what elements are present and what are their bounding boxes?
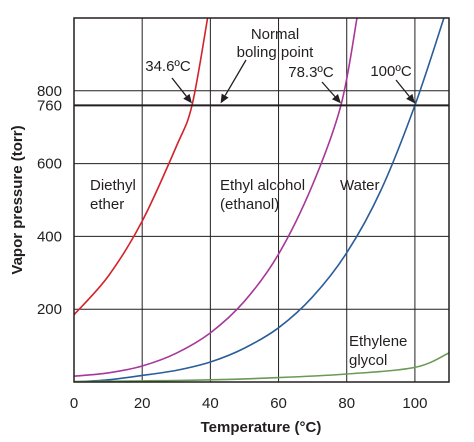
x-axis-title: Temperature (°C) bbox=[201, 419, 322, 436]
x-tick-label-100: 100 bbox=[402, 395, 427, 412]
y-tick-label-400: 400 bbox=[37, 228, 62, 245]
ann-ether-arrow-shaft bbox=[171, 77, 187, 97]
x-tick-label-80: 80 bbox=[338, 395, 355, 412]
ann-water-arrow-head bbox=[406, 93, 415, 104]
ann-ethanol-arrow-head bbox=[331, 93, 341, 104]
ann-normal-arrow-shaft bbox=[224, 59, 247, 96]
y-axis-title: Vapor pressure (torr) bbox=[9, 125, 26, 274]
x-tick-labels: 0 20 40 60 80 100 bbox=[70, 395, 428, 412]
series-line-ethyl-alcohol-ethanol bbox=[74, 18, 358, 377]
series-label-ethyl-alcohol-ethanol: Ethyl alcohol (ethanol) bbox=[220, 177, 305, 213]
ann-ethanol-label: 78.3ºC bbox=[288, 64, 334, 81]
ann-water-label: 100ºC bbox=[370, 63, 412, 80]
annotations: 34.6ºC 78.3ºC 100ºC Normal boling point bbox=[145, 26, 415, 104]
series-label-diethyl-ether: Diethyl ether bbox=[90, 177, 136, 213]
ann-ether-label: 34.6ºC bbox=[145, 58, 191, 75]
y-tick-label-600: 600 bbox=[37, 156, 62, 173]
series-layer bbox=[74, 18, 449, 382]
y-tick-label-760: 760 bbox=[37, 97, 62, 114]
x-tick-label-60: 60 bbox=[270, 395, 287, 412]
series-labels: Diethyl ether Ethyl alcohol (ethanol) Water E… bbox=[90, 177, 407, 369]
x-tick-label-0: 0 bbox=[70, 395, 78, 412]
ann-normal-arrow-head bbox=[220, 93, 229, 104]
series-label-ethylene-glycol: Ethylene glycol bbox=[349, 333, 407, 369]
ann-normal-label: Normal boling point bbox=[237, 26, 315, 61]
series-label-water: Water bbox=[340, 177, 379, 194]
x-tick-label-40: 40 bbox=[202, 395, 219, 412]
ann-ethanol-arrow-shaft bbox=[321, 81, 336, 98]
series-line-diethyl-ether bbox=[74, 18, 209, 316]
y-tick-label-200: 200 bbox=[37, 301, 62, 318]
y-tick-label-800: 800 bbox=[37, 83, 62, 100]
ann-ether-arrow-head bbox=[183, 93, 192, 104]
plot-frame bbox=[73, 17, 450, 383]
ann-water-arrow-shaft bbox=[395, 79, 410, 97]
series-line-ethylene-glycol bbox=[74, 352, 449, 382]
x-tick-label-20: 20 bbox=[134, 395, 151, 412]
series-line-water bbox=[74, 18, 445, 382]
